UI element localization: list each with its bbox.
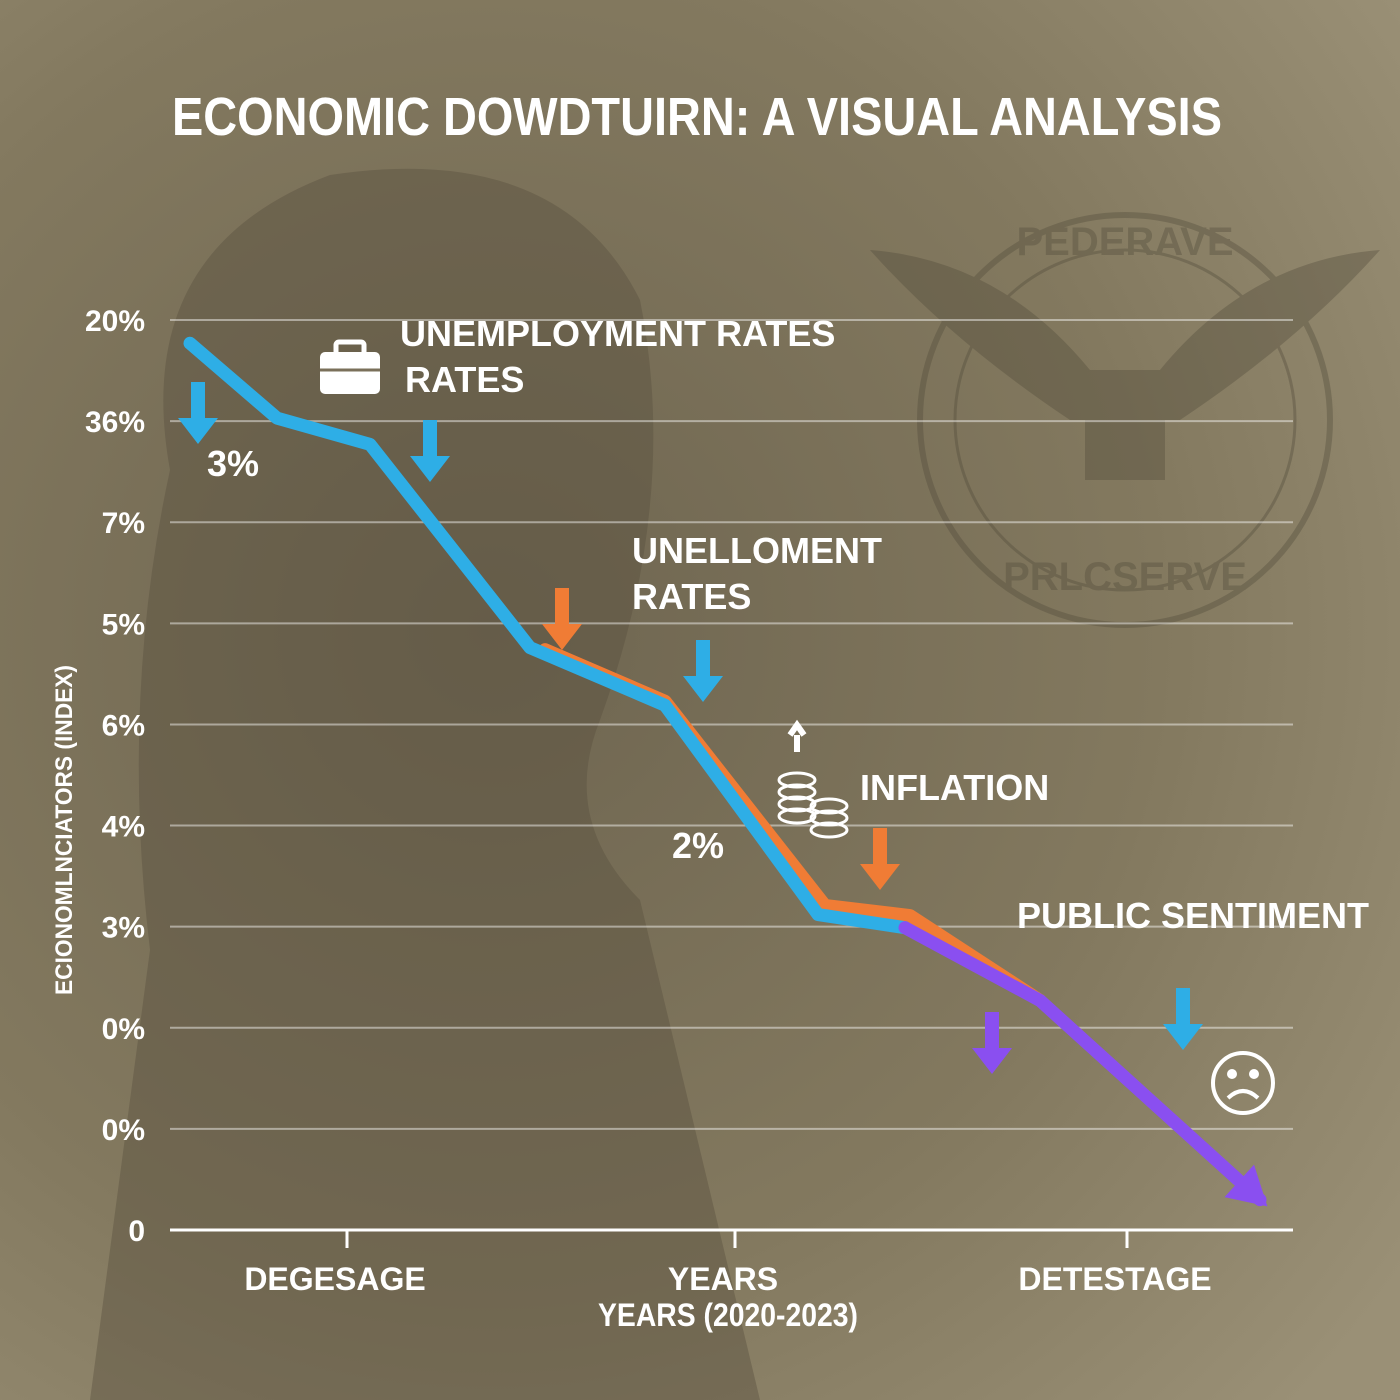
annotation: PUBLIC SENTIMENT bbox=[1017, 895, 1369, 936]
down-arrow bbox=[860, 828, 900, 890]
y-axis-label: ECIONOMLNCIATORS (INDEX) bbox=[51, 665, 78, 995]
coins-icon bbox=[777, 719, 849, 839]
y-tick-label: 6% bbox=[102, 709, 145, 742]
y-tick-label: 0% bbox=[102, 1013, 145, 1046]
annotation: UNELLOMENT bbox=[632, 530, 882, 571]
y-tick-label: 5% bbox=[102, 608, 145, 641]
down-arrow bbox=[410, 420, 450, 482]
x-axis-label: YEARS (2020-2023) bbox=[598, 1297, 858, 1333]
annotation: 2% bbox=[672, 825, 724, 866]
annotation: UNEMPLOYMENT RATES bbox=[400, 313, 835, 354]
y-tick-label: 36% bbox=[85, 406, 145, 439]
background-figure bbox=[90, 168, 760, 1400]
data-line bbox=[898, 921, 1267, 1207]
emblem: PEDERAVE PRLCSERVE bbox=[870, 212, 1380, 628]
down-arrow bbox=[1163, 988, 1203, 1050]
emblem-text: PEDERAVE bbox=[1016, 220, 1233, 264]
down-arrow bbox=[972, 1012, 1012, 1074]
chart-title: ECONOMIC DOWDTUIRN: A VISUAL ANALYSIS bbox=[172, 87, 1222, 147]
annotation: RATES bbox=[632, 576, 751, 617]
annotation: 3% bbox=[207, 443, 259, 484]
line-arrowhead bbox=[1224, 1164, 1268, 1207]
x-tick-label: DETESTAGE bbox=[1018, 1261, 1211, 1297]
down-arrow bbox=[542, 588, 582, 650]
down-arrow bbox=[683, 640, 723, 702]
emblem-text: PRLCSERVE bbox=[1003, 555, 1247, 599]
y-tick-label: 0 bbox=[128, 1215, 145, 1248]
annotation: RATES bbox=[405, 359, 524, 400]
y-tick-label: 20% bbox=[85, 305, 145, 338]
y-tick-label: 0% bbox=[102, 1114, 145, 1147]
y-tick-label: 7% bbox=[102, 507, 145, 540]
data-line bbox=[183, 336, 912, 935]
down-arrow bbox=[178, 382, 218, 444]
x-tick-label: YEARS bbox=[668, 1261, 778, 1297]
y-tick-label: 3% bbox=[102, 912, 145, 945]
x-tick-label: DEGESAGE bbox=[244, 1261, 425, 1297]
briefcase-icon bbox=[320, 339, 380, 394]
y-tick-label: 4% bbox=[102, 811, 145, 844]
sad-face-icon bbox=[1211, 1051, 1275, 1115]
annotation: INFLATION bbox=[860, 767, 1049, 808]
